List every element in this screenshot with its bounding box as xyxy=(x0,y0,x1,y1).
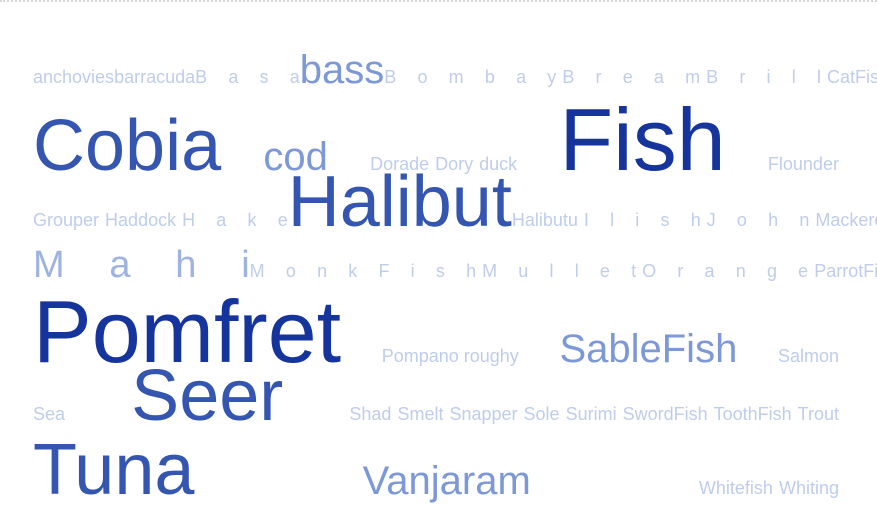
tag-mackerel[interactable]: Mackerel xyxy=(815,210,877,230)
cloud-row: Pomfret Pompano roughy SableFish Salmon xyxy=(33,288,839,376)
tag-pompanoroughy[interactable]: Pompano roughy xyxy=(381,346,519,366)
cloud-row: Grouper Haddock H a k e Halibut Halibutu I l … xyxy=(33,162,877,242)
cloud-row: Sea Seer Shad Smelt Snapper Sole Surimi SwordFi… xyxy=(33,360,839,432)
top-dotted-border xyxy=(0,0,877,2)
tag-swordfish[interactable]: SwordFish xyxy=(622,404,708,424)
tag-tuna[interactable]: Tuna xyxy=(33,430,195,510)
tag-halibutu[interactable]: Halibutu xyxy=(511,210,578,230)
tag-catfish[interactable]: CatFish xyxy=(826,67,877,87)
tag-mahi[interactable]: M a h i xyxy=(33,244,267,286)
tag-fish[interactable]: Fish xyxy=(559,90,726,189)
tag-group: Whitefish Whiting xyxy=(699,479,839,497)
tag-parrotfish[interactable]: ParrotFish xyxy=(814,261,877,281)
tag-sablefish[interactable]: SableFish xyxy=(559,327,738,371)
tag-barracuda[interactable]: barracuda xyxy=(114,67,196,87)
tag-monkfish[interactable]: M o n k F i s h xyxy=(249,261,485,281)
tag-surimi[interactable]: Surimi xyxy=(565,404,617,424)
tag-group: Grouper Haddock H a k e xyxy=(33,211,288,229)
tag-vanjaram[interactable]: Vanjaram xyxy=(362,459,531,503)
tag-halibut[interactable]: Halibut xyxy=(287,162,512,242)
tag-hake[interactable]: H a k e xyxy=(182,210,296,230)
tag-dory[interactable]: Dory xyxy=(435,154,474,174)
tag-john[interactable]: J o h n xyxy=(706,210,818,230)
tag-ilish[interactable]: I l i s h xyxy=(583,210,709,230)
tag-basa[interactable]: B a s a xyxy=(195,67,308,87)
tag-group: Dorade Dory duck xyxy=(370,155,517,173)
tag-pomfret[interactable]: Pomfret xyxy=(33,282,342,381)
tag-sea[interactable]: Sea xyxy=(33,404,66,424)
tag-flounder[interactable]: Flounder xyxy=(767,154,839,174)
cloud-row: Tuna Vanjaram Whitefish Whiting xyxy=(33,434,839,506)
tag-cobia[interactable]: Cobia xyxy=(33,106,222,186)
tag-group: B o m b a yB r e a mB r i l lCatFish xyxy=(384,68,877,86)
tag-cod[interactable]: cod xyxy=(263,135,328,179)
tag-brill[interactable]: B r i l l xyxy=(706,67,830,87)
tag-orange[interactable]: O r a n g e xyxy=(642,261,817,281)
tag-whitefish[interactable]: Whitefish xyxy=(698,478,773,498)
cloud-row: Cobia cod Dorade Dory duck Fish Flounder xyxy=(33,96,839,184)
tag-group: Shad Smelt Snapper Sole Surimi SwordFish Tooth… xyxy=(349,405,839,423)
cloud-row: anchovies barracuda B a s a bass B o m b a y… xyxy=(33,48,877,92)
tag-trout[interactable]: Trout xyxy=(797,404,839,424)
tag-duck[interactable]: duck xyxy=(479,154,518,174)
tag-shad[interactable]: Shad xyxy=(349,404,392,424)
tag-sole[interactable]: Sole xyxy=(523,404,560,424)
tag-toothfish[interactable]: ToothFish xyxy=(713,404,792,424)
tag-haddock[interactable]: Haddock xyxy=(105,210,177,230)
tag-seer[interactable]: Seer xyxy=(131,356,284,436)
tag-smelt[interactable]: Smelt xyxy=(397,404,444,424)
tag-salmon[interactable]: Salmon xyxy=(777,346,839,366)
tag-bass[interactable]: bass xyxy=(299,48,385,92)
tag-anchovies[interactable]: anchovies xyxy=(33,67,115,87)
tag-mullet[interactable]: M u l l e t xyxy=(482,261,645,281)
tag-bream[interactable]: B r e a m xyxy=(562,67,709,87)
tag-grouper[interactable]: Grouper xyxy=(33,210,100,230)
tag-bombay[interactable]: B o m b a y xyxy=(384,67,565,87)
tag-whiting[interactable]: Whiting xyxy=(778,478,839,498)
tag-dorade[interactable]: Dorade xyxy=(370,154,430,174)
tag-snapper[interactable]: Snapper xyxy=(449,404,518,424)
